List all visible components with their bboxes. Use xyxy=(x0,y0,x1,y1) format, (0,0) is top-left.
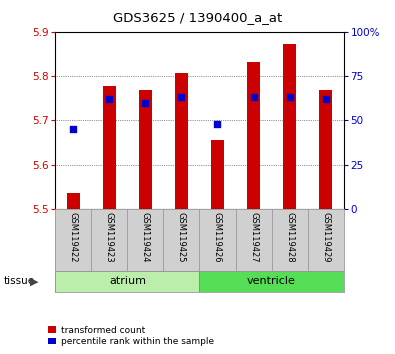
Bar xyxy=(199,271,344,292)
Bar xyxy=(139,90,152,209)
Text: tissue: tissue xyxy=(4,276,35,286)
Point xyxy=(250,95,257,100)
Bar xyxy=(211,140,224,209)
Point xyxy=(178,95,184,100)
Text: ventricle: ventricle xyxy=(247,276,296,286)
Text: atrium: atrium xyxy=(109,276,146,286)
Text: GSM119423: GSM119423 xyxy=(105,212,114,263)
Bar xyxy=(319,90,332,209)
Bar xyxy=(283,44,296,209)
Text: GSM119428: GSM119428 xyxy=(285,212,294,263)
Text: GSM119424: GSM119424 xyxy=(141,212,150,262)
Legend: transformed count, percentile rank within the sample: transformed count, percentile rank withi… xyxy=(48,326,214,346)
Point xyxy=(214,121,221,127)
Point xyxy=(70,126,77,132)
Bar xyxy=(175,73,188,209)
Text: GSM119422: GSM119422 xyxy=(69,212,78,262)
Text: ▶: ▶ xyxy=(30,276,39,286)
Text: GSM119425: GSM119425 xyxy=(177,212,186,262)
Bar xyxy=(103,86,116,209)
Bar xyxy=(247,62,260,209)
Text: GSM119429: GSM119429 xyxy=(321,212,330,262)
Text: GSM119426: GSM119426 xyxy=(213,212,222,263)
Text: GDS3625 / 1390400_a_at: GDS3625 / 1390400_a_at xyxy=(113,11,282,24)
Text: GSM119427: GSM119427 xyxy=(249,212,258,263)
Point xyxy=(286,95,293,100)
Bar xyxy=(55,271,199,292)
Point xyxy=(106,96,113,102)
Bar xyxy=(67,193,80,209)
Point xyxy=(142,100,149,105)
Point xyxy=(322,96,329,102)
